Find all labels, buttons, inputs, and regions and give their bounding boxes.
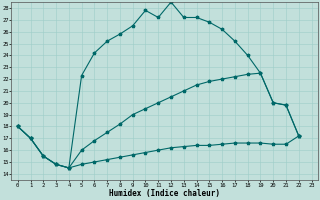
X-axis label: Humidex (Indice chaleur): Humidex (Indice chaleur) [109, 189, 220, 198]
